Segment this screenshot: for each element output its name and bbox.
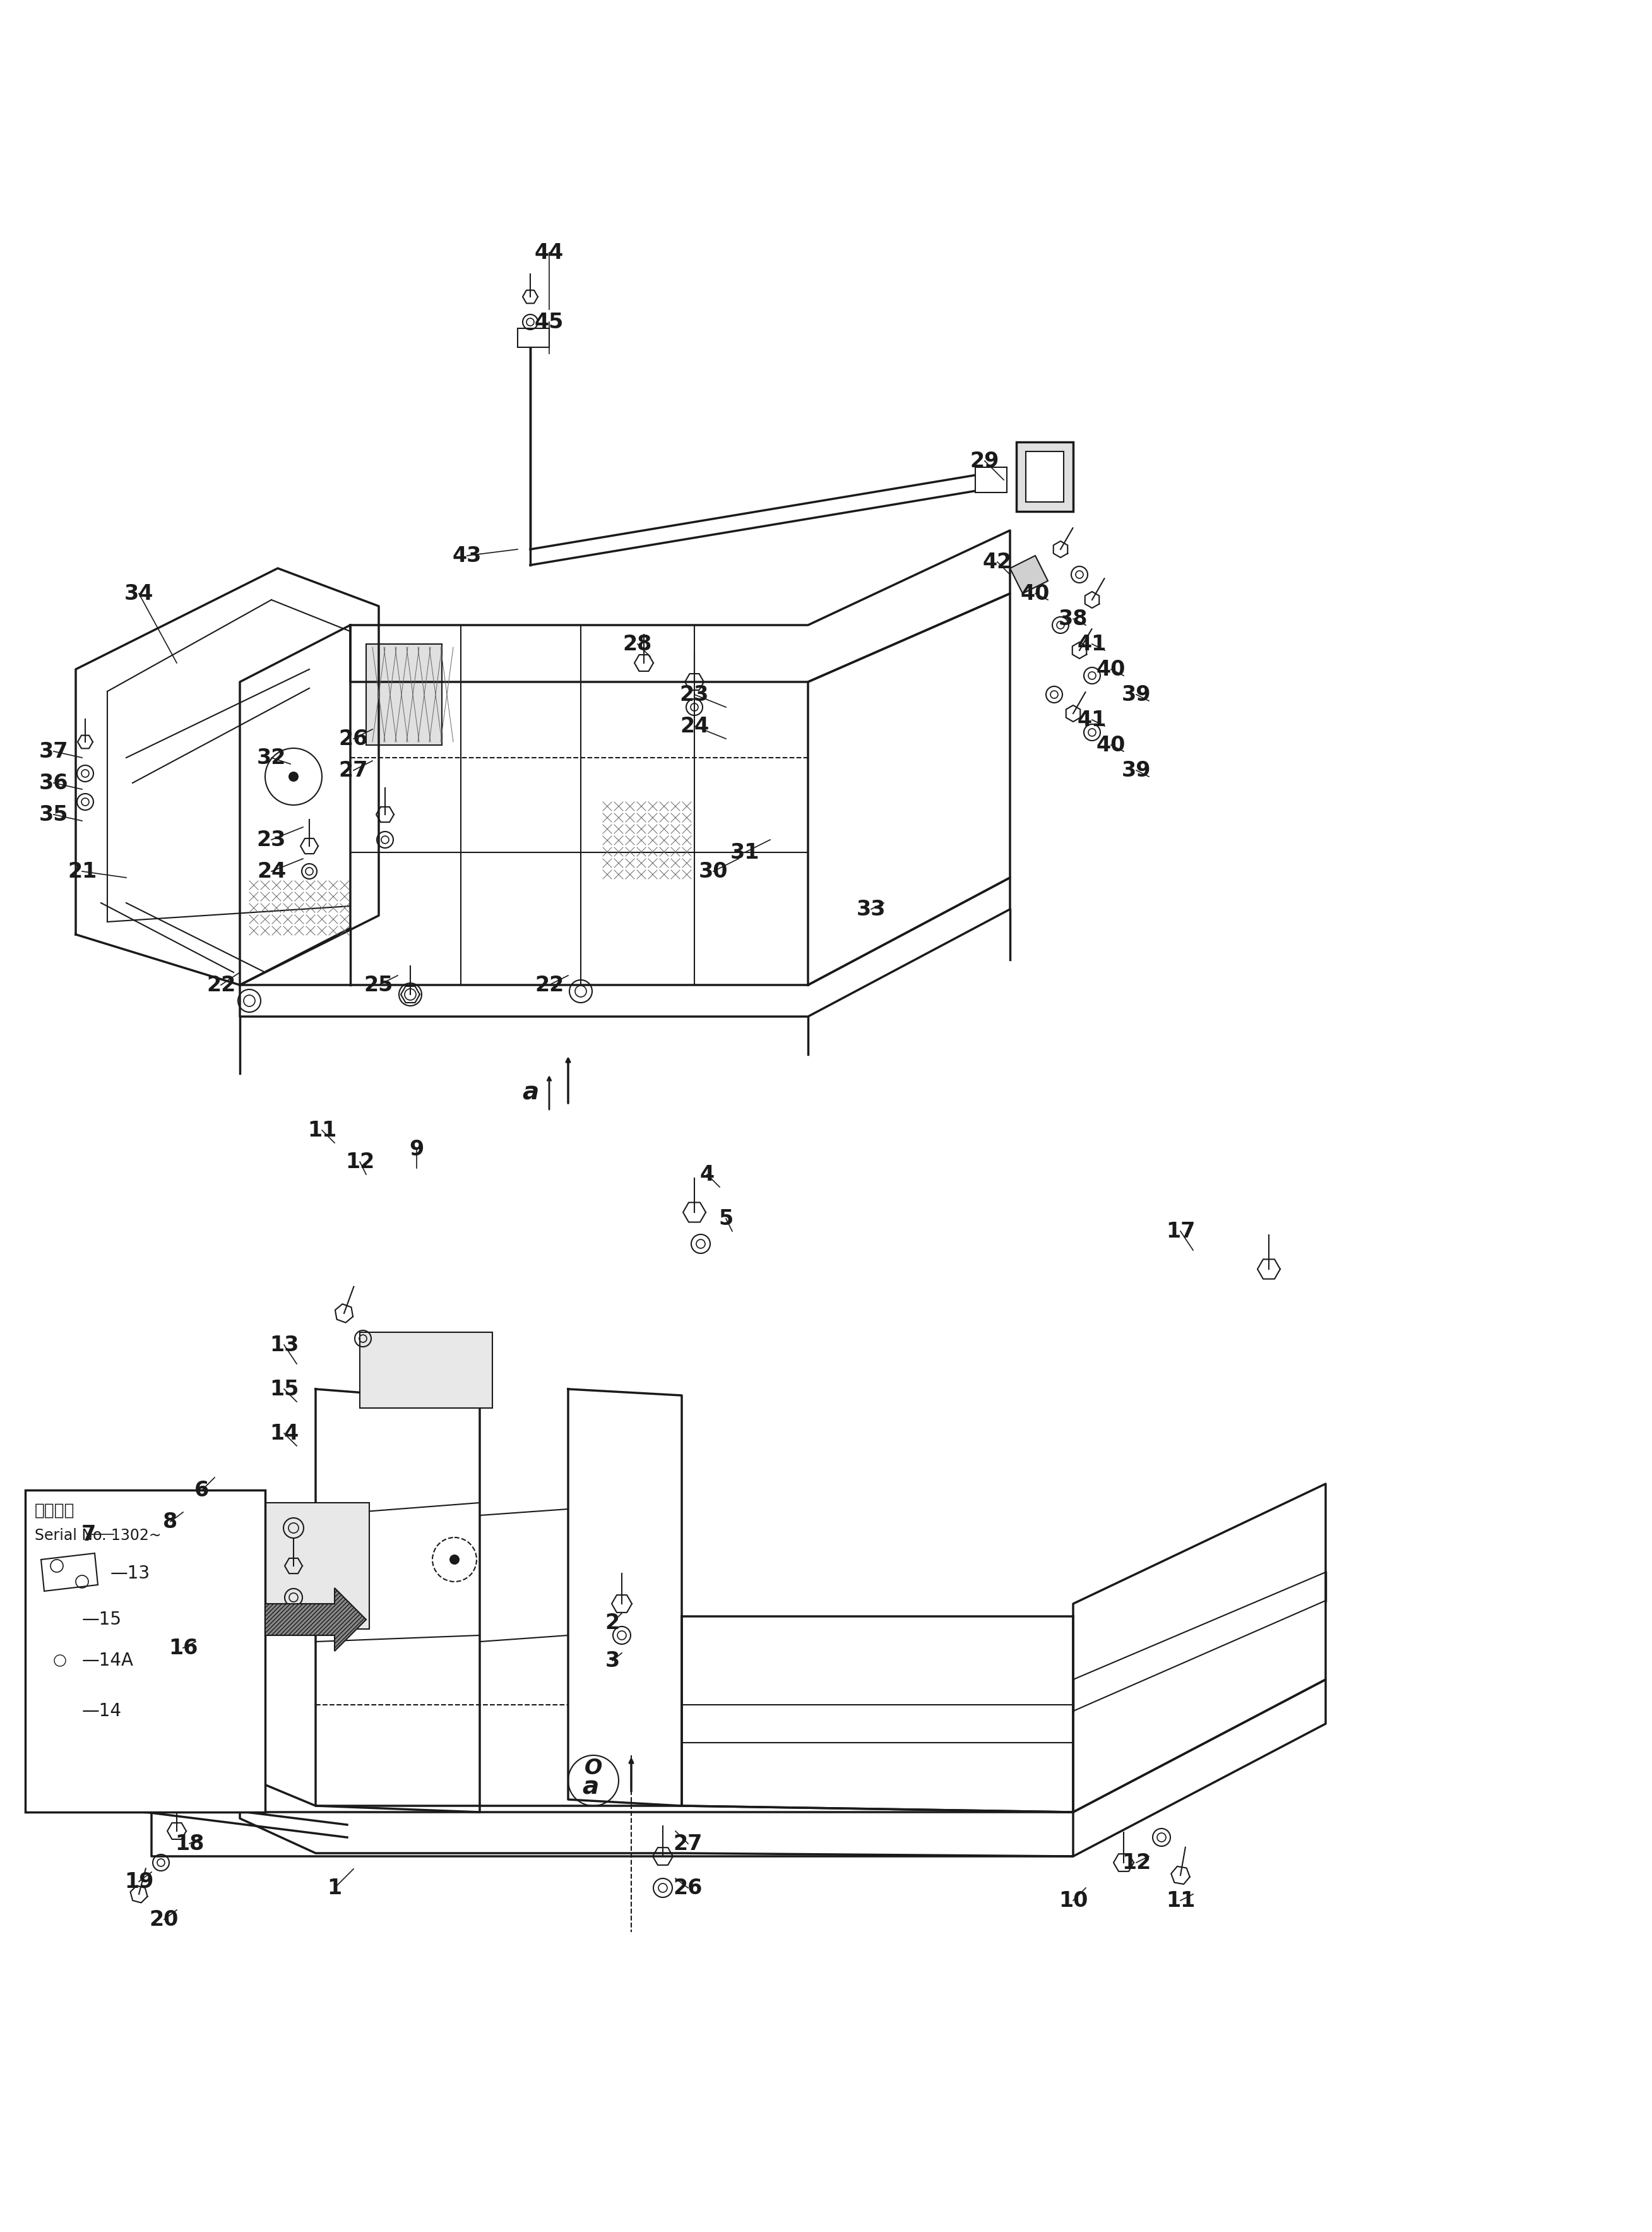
Text: 19: 19 [124,1870,154,1893]
Text: 40: 40 [1021,583,1051,605]
Text: 9: 9 [410,1138,425,1161]
Bar [1016,442,1074,511]
Circle shape [289,772,299,781]
Text: 40: 40 [1097,658,1125,681]
Bar [1026,451,1064,502]
Polygon shape [1009,556,1047,594]
Text: Serial No. 1302~: Serial No. 1302~ [35,1529,162,1542]
Text: 13: 13 [269,1335,299,1355]
Text: 11: 11 [307,1120,337,1141]
Text: 41: 41 [1077,634,1107,654]
Text: 27: 27 [339,759,368,781]
Text: 3: 3 [605,1649,620,1672]
Circle shape [449,1553,459,1565]
Text: 15: 15 [269,1379,299,1399]
Text: 40: 40 [1097,734,1125,754]
Text: —14A: —14A [83,1652,134,1670]
Text: 18: 18 [175,1832,203,1855]
Text: —14: —14 [83,1703,122,1721]
Bar [259,1502,370,1629]
Text: 14: 14 [269,1422,299,1444]
Text: 2: 2 [605,1612,620,1634]
Bar [367,645,441,745]
Text: 41: 41 [1077,710,1107,730]
Polygon shape [264,1587,367,1652]
Text: 8: 8 [164,1511,178,1531]
Text: 1: 1 [327,1877,342,1897]
Text: 35: 35 [40,804,68,826]
Text: 44: 44 [535,241,563,263]
Text: 17: 17 [1166,1221,1194,1241]
Text: 24: 24 [256,862,286,882]
Text: 31: 31 [730,841,760,864]
Text: 27: 27 [674,1832,702,1855]
Text: a: a [522,1080,539,1105]
Bar [25,1491,264,1812]
Text: 5: 5 [719,1208,733,1230]
Text: 39: 39 [1122,685,1151,705]
Text: —13: —13 [111,1565,150,1582]
Text: 30: 30 [699,862,729,882]
Text: 25: 25 [363,975,393,995]
Text: 11: 11 [1166,1891,1194,1911]
Text: 適用号機: 適用号機 [35,1502,74,1520]
Text: 26: 26 [339,728,368,750]
Text: O: O [585,1757,603,1779]
Text: 33: 33 [856,899,885,920]
Text: 10: 10 [1059,1891,1087,1911]
Text: 6: 6 [195,1480,210,1500]
Text: 20: 20 [149,1908,178,1931]
Text: 42: 42 [983,551,1013,571]
Text: 7: 7 [81,1524,96,1545]
Text: 26: 26 [674,1877,702,1897]
Text: 38: 38 [1059,609,1087,629]
Text: 34: 34 [124,583,154,605]
Text: 23: 23 [256,830,286,850]
Text: 36: 36 [40,772,68,792]
Text: 4: 4 [700,1163,714,1185]
Text: 32: 32 [256,748,286,768]
Text: 24: 24 [679,716,709,737]
Bar [517,328,548,348]
Text: 12: 12 [345,1152,375,1172]
Text: 37: 37 [40,741,68,761]
Text: 22: 22 [535,975,563,995]
Text: 45: 45 [535,312,563,333]
Text: —15: —15 [83,1612,122,1629]
Polygon shape [41,1553,97,1591]
Text: a: a [582,1774,598,1799]
Text: 22: 22 [206,975,236,995]
Text: 39: 39 [1122,759,1151,781]
Bar [975,466,1006,493]
Text: 23: 23 [679,685,709,705]
Text: 21: 21 [68,862,97,882]
Text: 29: 29 [970,451,999,471]
Text: 43: 43 [453,545,482,567]
Text: 12: 12 [1122,1853,1151,1873]
Bar [360,1333,492,1408]
Text: 16: 16 [169,1638,198,1658]
Text: 28: 28 [623,634,653,654]
